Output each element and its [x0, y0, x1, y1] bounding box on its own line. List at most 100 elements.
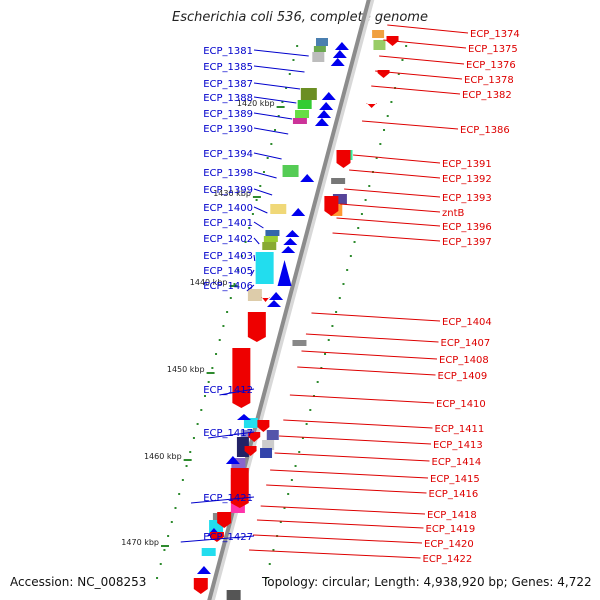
tick-dot: [279, 521, 282, 523]
gene-label-left: ECP_1385: [203, 62, 253, 73]
tick-dot: [296, 45, 299, 47]
gene-block: [297, 100, 312, 109]
gene-label-left: ECP_1403: [203, 251, 253, 262]
gene-block: [315, 38, 328, 46]
tick-dot: [290, 479, 293, 481]
tick-dot: [189, 451, 192, 453]
tick-dot: [192, 437, 195, 439]
gene-label-right: ECP_1414: [432, 457, 482, 468]
tick-dot: [178, 493, 181, 495]
leader-line: [253, 65, 305, 73]
leader-line: [253, 96, 297, 104]
leader-line: [253, 82, 301, 90]
kbp-label: 1420 kbp: [237, 99, 275, 108]
tick-dot: [375, 157, 378, 159]
reverse-gene-arrow: [217, 512, 232, 528]
gene-label-left: ECP_1399: [203, 185, 253, 196]
forward-gene-arrow: [196, 566, 211, 574]
leader-line: [256, 519, 424, 529]
gene-label-right: ECP_1392: [442, 174, 492, 185]
tick-dot: [353, 241, 356, 243]
tick-dot: [390, 101, 393, 103]
gene-label-right: ECP_1416: [429, 489, 479, 500]
leader-line: [250, 269, 255, 277]
gene-label-right: ECP_1375: [468, 44, 518, 55]
tick-dot: [229, 297, 232, 299]
tick-dot: [262, 171, 265, 173]
leader-line: [266, 484, 427, 494]
leader-line: [253, 188, 273, 196]
tick-dot: [255, 199, 258, 201]
tick-dot: [265, 577, 268, 579]
leader-line: [208, 431, 255, 439]
tick-dot: [331, 325, 334, 327]
tick-dot: [305, 423, 308, 425]
forward-gene-arrow: [277, 260, 292, 286]
gene-block: [263, 236, 278, 242]
tick-dot: [316, 381, 319, 383]
leader-line: [297, 366, 436, 376]
tick-dot: [405, 45, 408, 47]
tick-dot: [156, 577, 159, 579]
tick-dot: [309, 409, 312, 411]
tick-dot: [159, 563, 162, 565]
gene-label-right: ECP_1407: [441, 338, 491, 349]
gene-label-left: ECP_1388: [203, 93, 253, 104]
tick-dot: [174, 507, 177, 509]
leader-line: [387, 24, 469, 34]
tick-dot: [298, 451, 301, 453]
leader-line: [260, 505, 426, 515]
leader-line: [249, 549, 421, 559]
kbp-label: 1470 kbp: [121, 538, 159, 547]
tick-dot: [292, 59, 295, 61]
tick-dot: [272, 549, 275, 551]
gene-label-right: ECP_1409: [438, 371, 488, 382]
gene-block: [240, 430, 255, 438]
tick-dot: [196, 423, 199, 425]
leader-line: [311, 312, 441, 322]
gene-block: [331, 178, 346, 184]
gene-label-left: ECP_1390: [203, 124, 253, 135]
forward-gene-arrow: [314, 118, 329, 126]
tick-dot: [248, 227, 251, 229]
tick-dot: [338, 297, 341, 299]
tick-dot: [240, 255, 243, 257]
leader-line: [353, 154, 441, 164]
gene-label-right: ECP_1420: [424, 539, 474, 550]
gene-label-right: ECP_1418: [427, 510, 477, 521]
gene-label-right: ECP_1397: [442, 237, 492, 248]
gene-label-right: ECP_1378: [464, 75, 514, 86]
gene-label-left: ECP_1400: [203, 203, 253, 214]
gene-label-left: ECP_1381: [203, 46, 253, 57]
reverse-gene-arrow: [257, 420, 270, 432]
leader-line: [274, 452, 430, 462]
tick-dot: [163, 549, 166, 551]
gene-label-right: ECP_1391: [442, 159, 492, 170]
leader-line: [252, 534, 423, 544]
gene-label-left: ECP_1389: [203, 109, 253, 120]
tick-dot: [167, 535, 170, 537]
tick-dot: [324, 353, 327, 355]
tick-dot: [170, 521, 173, 523]
tick-dot: [185, 465, 188, 467]
gene-label-left: ECP_1405: [203, 266, 253, 277]
tick-dot: [364, 199, 367, 201]
leader-line: [253, 206, 268, 214]
reverse-gene-arrow: [324, 196, 339, 216]
tick-dot: [327, 339, 330, 341]
gene-block: [295, 110, 310, 118]
gene-block: [262, 440, 275, 450]
tick-dot: [226, 311, 229, 313]
kbp-label: 1440 kbp: [190, 278, 228, 287]
forward-gene-arrow: [267, 300, 281, 307]
leader-line: [253, 221, 264, 229]
leader-line: [253, 49, 309, 57]
gene-label-right: ECP_1410: [436, 399, 486, 410]
tick-dot: [357, 227, 360, 229]
gene-block: [313, 46, 326, 52]
reverse-gene-arrow: [247, 312, 266, 342]
leader-line: [253, 171, 277, 179]
tick-dot: [397, 73, 400, 75]
accession-text: Accession: NC_008253: [10, 575, 147, 589]
gene-block: [260, 448, 273, 458]
